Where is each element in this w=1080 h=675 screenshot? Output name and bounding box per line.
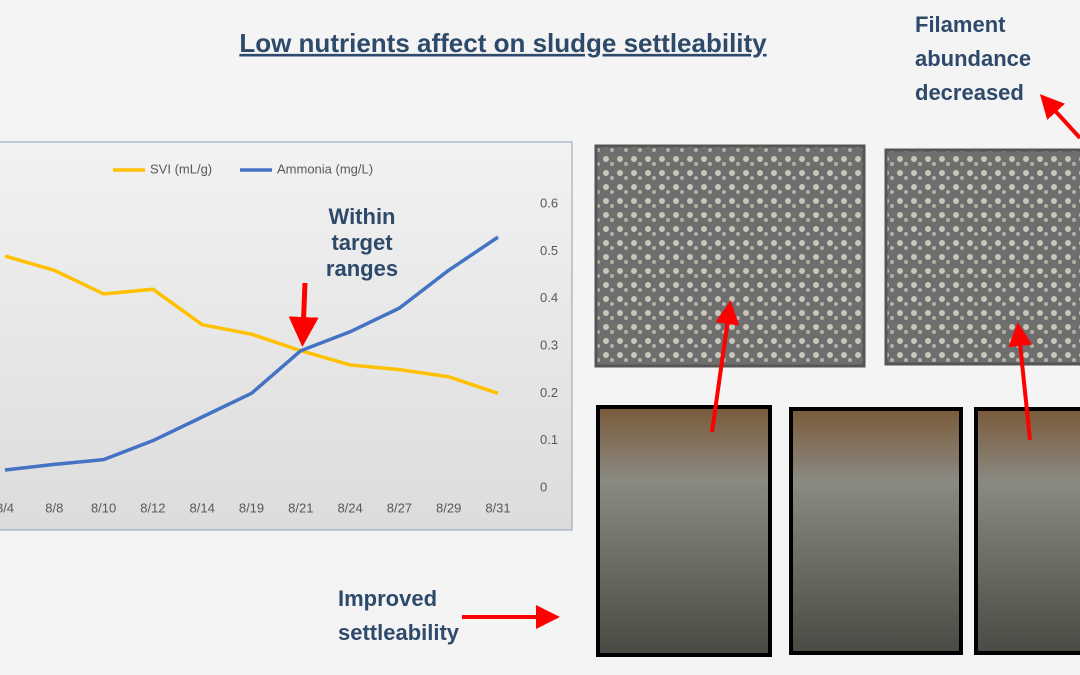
- slide-title: Low nutrients affect on sludge settleabi…: [239, 28, 767, 58]
- chart-area: [0, 141, 573, 531]
- y2-tick-label: 0.2: [540, 385, 558, 400]
- x-tick-label: 8/27: [387, 500, 412, 515]
- y2-tick-label: 0.5: [540, 243, 558, 258]
- x-tick-label: 8/31: [485, 500, 510, 515]
- series-line: [4, 254, 499, 395]
- x-tick-label: 8/29: [436, 500, 461, 515]
- arrow: [1039, 94, 1080, 140]
- y2-tick-label: 0.6: [540, 195, 558, 210]
- beaker-photo: [596, 405, 772, 657]
- annotation: ranges: [326, 256, 398, 281]
- x-tick-label: 8/10: [91, 500, 116, 515]
- micrograph: [884, 148, 1080, 366]
- legend-label: Ammonia (mg/L): [277, 161, 373, 176]
- x-tick-label: 8/14: [190, 500, 215, 515]
- annotation: abundance: [915, 46, 1031, 71]
- beaker-photo: [789, 407, 963, 655]
- annotation: decreased: [915, 80, 1024, 105]
- y2-tick-label: 0: [540, 479, 547, 494]
- arrow: [1008, 322, 1033, 441]
- x-tick-label: 8/8: [45, 500, 63, 515]
- legend-label: SVI (mL/g): [150, 161, 212, 176]
- annotation: target: [331, 230, 393, 255]
- annotation: Within: [329, 204, 396, 229]
- x-tick-label: 8/12: [140, 500, 165, 515]
- series-line: [4, 235, 499, 472]
- annotation: settleability: [338, 620, 460, 645]
- x-tick-label: 8/19: [239, 500, 264, 515]
- arrow: [710, 300, 740, 433]
- micrograph: [594, 144, 866, 368]
- arrow: [288, 282, 319, 347]
- beaker-photo: [974, 407, 1080, 655]
- y2-tick-label: 0.3: [540, 337, 558, 352]
- x-tick-label: 8/24: [337, 500, 362, 515]
- annotation: Improved: [338, 586, 437, 611]
- annotation: Filament: [915, 12, 1006, 37]
- x-tick-label: 8/4: [0, 500, 14, 515]
- y2-tick-label: 0.1: [540, 432, 558, 447]
- x-tick-label: 8/21: [288, 500, 313, 515]
- y2-tick-label: 0.4: [540, 290, 558, 305]
